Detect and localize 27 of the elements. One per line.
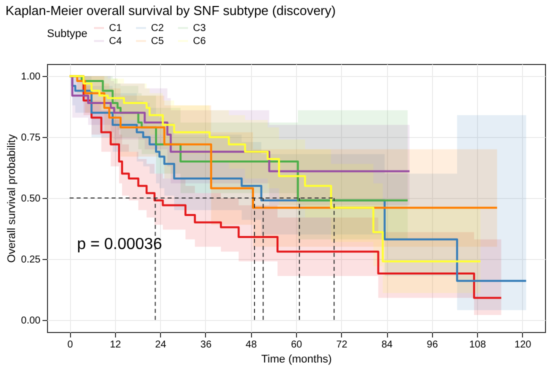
legend-title: Subtype (47, 28, 88, 40)
legend-label: C1 (109, 23, 122, 34)
legend-label: C4 (109, 36, 122, 47)
legend-label: C6 (193, 36, 206, 47)
y-tick-label: 1.00 (21, 72, 41, 83)
x-tick-label: 36 (200, 340, 212, 350)
x-axis-title: Time (months) (261, 354, 332, 366)
legend-label: C5 (151, 36, 164, 47)
x-tick-label: 0 (67, 340, 74, 350)
legend-label: C2 (151, 23, 164, 34)
y-tick-label: 0.75 (21, 132, 41, 144)
x-tick-label: 96 (426, 340, 438, 350)
x-tick-label: 84 (381, 340, 394, 350)
x-tick-label: 48 (246, 340, 258, 350)
chart-title: Kaplan-Meier overall survival by SNF subtype (discovery) (6, 3, 336, 18)
x-tick-label: 12 (110, 340, 122, 350)
x-tick-label: 24 (155, 340, 167, 350)
legend-label: C3 (193, 23, 206, 34)
x-tick-label: 72 (336, 340, 348, 350)
y-tick-label: 0.00 (21, 315, 41, 326)
x-tick-label: 120 (514, 340, 532, 350)
y-tick-label: 0.50 (21, 194, 41, 204)
y-axis-title: Overall survival probability (6, 134, 18, 263)
x-tick-label: 60 (290, 340, 302, 350)
y-tick-label: 0.25 (21, 254, 41, 266)
x-tick-label: 108 (469, 340, 486, 350)
annotation: p = 0.00036 (77, 236, 162, 253)
